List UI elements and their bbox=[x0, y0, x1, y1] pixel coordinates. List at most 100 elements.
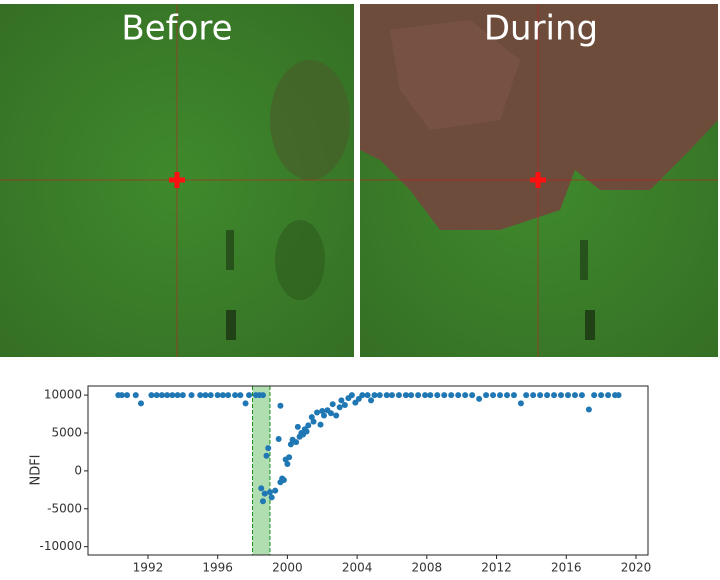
data-point bbox=[544, 392, 551, 399]
scatter-chart: NDFI -10000 -5000 0 5000 10000 1992 1996 2000 20… bbox=[29, 385, 651, 575]
data-point bbox=[415, 392, 422, 399]
data-point bbox=[402, 392, 409, 399]
data-point bbox=[338, 397, 345, 404]
data-point bbox=[476, 395, 483, 402]
x-tick-label: 1992 bbox=[133, 561, 164, 575]
data-point bbox=[237, 392, 244, 399]
data-point bbox=[287, 441, 294, 448]
data-point bbox=[490, 392, 497, 399]
data-point bbox=[571, 392, 578, 399]
data-point bbox=[303, 428, 310, 435]
data-point bbox=[371, 392, 378, 399]
data-point bbox=[333, 412, 340, 419]
data-point bbox=[219, 392, 226, 399]
data-point bbox=[497, 392, 504, 399]
data-point bbox=[605, 392, 612, 399]
data-point bbox=[376, 392, 383, 399]
data-point bbox=[422, 392, 429, 399]
data-point bbox=[462, 392, 469, 399]
data-point bbox=[395, 392, 402, 399]
data-point bbox=[132, 392, 139, 399]
data-point bbox=[368, 397, 375, 404]
data-point bbox=[558, 392, 565, 399]
data-point bbox=[503, 392, 510, 399]
data-point bbox=[565, 392, 571, 399]
data-point bbox=[585, 406, 592, 413]
data-point bbox=[615, 392, 622, 399]
data-point bbox=[427, 392, 434, 399]
data-point bbox=[383, 392, 390, 399]
data-point bbox=[174, 392, 181, 399]
data-point bbox=[352, 399, 359, 406]
before-image: Before bbox=[0, 4, 354, 357]
data-point bbox=[530, 392, 537, 399]
data-point bbox=[246, 392, 253, 399]
data-point bbox=[591, 392, 598, 399]
data-point bbox=[284, 461, 291, 468]
data-point bbox=[293, 439, 300, 446]
data-point bbox=[317, 421, 324, 428]
during-image: During bbox=[360, 4, 718, 357]
data-point bbox=[268, 494, 275, 501]
x-tick-label: 2004 bbox=[342, 561, 373, 575]
data-point bbox=[263, 452, 270, 459]
data-point bbox=[308, 414, 315, 421]
data-point bbox=[225, 392, 232, 399]
data-point bbox=[272, 487, 279, 494]
data-point bbox=[188, 392, 195, 399]
data-point bbox=[286, 454, 293, 461]
data-point bbox=[266, 489, 273, 496]
data-point bbox=[314, 409, 321, 416]
x-tick-label: 2000 bbox=[272, 561, 303, 575]
data-point bbox=[214, 392, 221, 399]
data-point bbox=[232, 392, 239, 399]
data-point bbox=[261, 490, 268, 497]
plot-frame bbox=[87, 385, 649, 556]
x-tick-label: 2016 bbox=[551, 561, 582, 575]
data-point bbox=[551, 392, 558, 399]
data-point bbox=[320, 412, 327, 419]
data-point bbox=[408, 392, 415, 399]
data-point bbox=[336, 404, 343, 411]
data-point bbox=[275, 436, 282, 443]
data-point bbox=[158, 392, 165, 399]
data-point bbox=[510, 392, 517, 399]
data-point bbox=[327, 410, 334, 417]
data-point bbox=[448, 392, 455, 399]
y-tick-label: 10000 bbox=[44, 388, 82, 402]
data-point bbox=[259, 498, 266, 505]
highlight-span bbox=[252, 386, 270, 555]
y-axis-label: NDFI bbox=[29, 454, 44, 485]
y-tick-label: 5000 bbox=[51, 425, 82, 439]
y-tick-label: -10000 bbox=[39, 539, 82, 553]
image-title: During bbox=[484, 9, 598, 49]
data-point bbox=[124, 392, 131, 399]
image-title: Before bbox=[121, 9, 232, 49]
data-point bbox=[364, 392, 371, 399]
data-point bbox=[537, 392, 544, 399]
data-point bbox=[148, 392, 155, 399]
data-point bbox=[259, 392, 266, 399]
data-point bbox=[310, 418, 317, 425]
x-tick-label: 2008 bbox=[412, 561, 443, 575]
data-point bbox=[483, 392, 490, 399]
data-point bbox=[179, 392, 186, 399]
data-point bbox=[207, 392, 214, 399]
x-tick-label: 2012 bbox=[481, 561, 512, 575]
data-point bbox=[202, 392, 209, 399]
data-point bbox=[197, 392, 204, 399]
data-point bbox=[388, 392, 395, 399]
x-tick-label: 1996 bbox=[202, 561, 233, 575]
data-point bbox=[469, 392, 476, 399]
data-point bbox=[348, 392, 355, 399]
data-point bbox=[305, 422, 312, 429]
data-point bbox=[265, 445, 272, 452]
data-point bbox=[319, 408, 326, 415]
data-point bbox=[329, 401, 336, 408]
y-tick-label: -5000 bbox=[47, 501, 82, 515]
data-point bbox=[455, 392, 462, 399]
data-point bbox=[359, 392, 366, 399]
data-point bbox=[118, 392, 125, 399]
data-point bbox=[441, 392, 448, 399]
data-point bbox=[355, 395, 362, 402]
